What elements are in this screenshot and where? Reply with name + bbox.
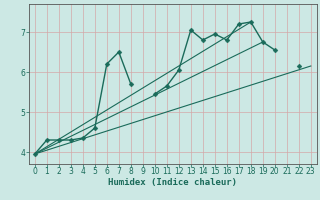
X-axis label: Humidex (Indice chaleur): Humidex (Indice chaleur) [108,178,237,187]
